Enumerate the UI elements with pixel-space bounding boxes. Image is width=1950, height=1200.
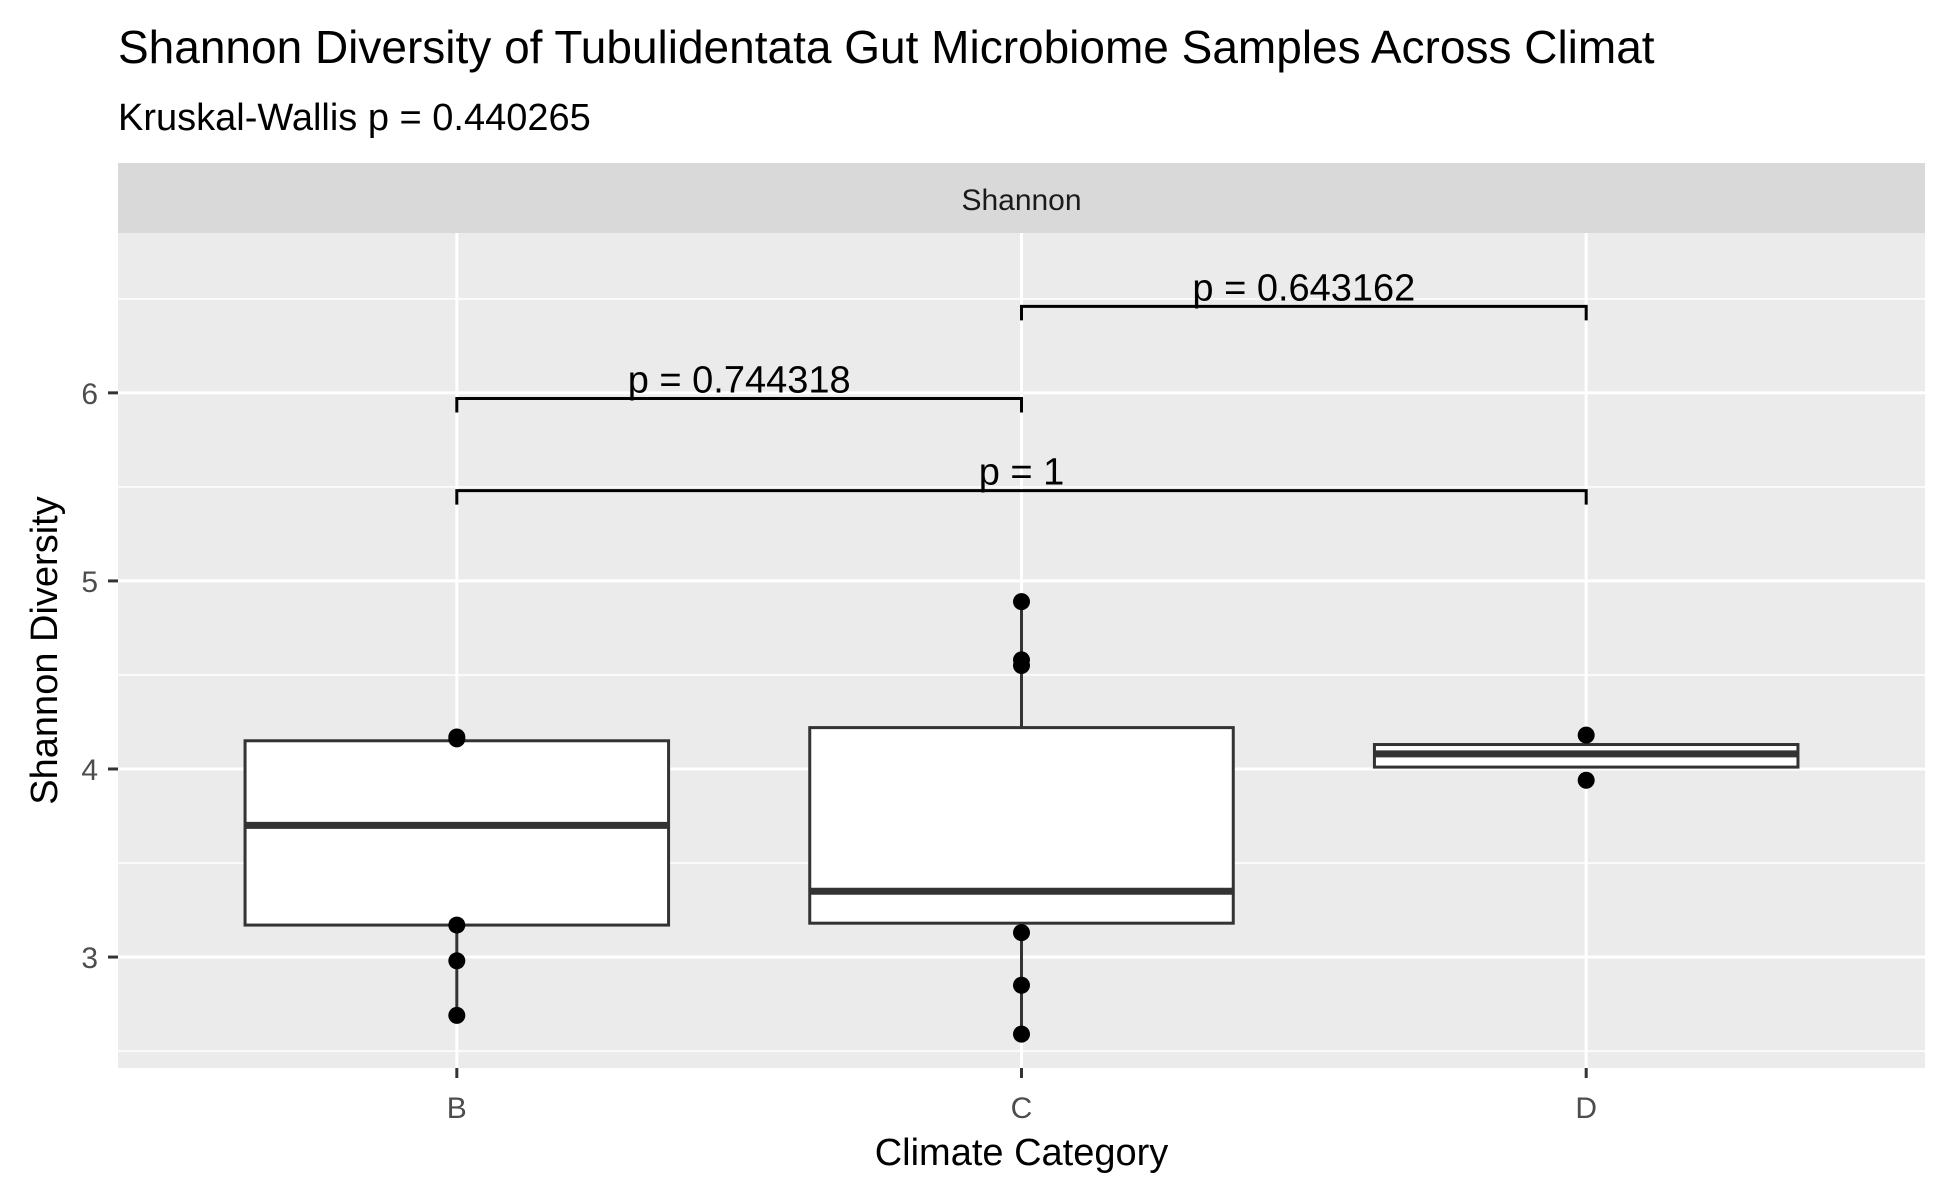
axes: 3 4 5 6 B C D [81,378,1597,1125]
data-point-C [1013,1025,1030,1043]
comparison-bracket [455,489,1588,505]
chart-subtitle: Kruskal-Wallis p = 0.440265 [118,97,591,139]
comparison-bracket [1020,304,1588,321]
y-tick-label: 4 [81,754,98,787]
data-point-D [1577,771,1595,789]
x-axis-title: Climate Category [875,1132,1169,1174]
y-axis-title: Shannon Diversity [24,496,66,804]
data-point-B [448,952,466,970]
facet-strip [118,163,1925,233]
data-point-D [1577,726,1595,744]
x-tick-label: C [1011,1092,1033,1125]
x-tick-label: D [1575,1092,1597,1125]
x-tick-label: B [447,1092,467,1125]
data-point-B [448,730,466,748]
facet-strip-label: Shannon [961,184,1081,217]
comparison-p-value: p = 1 [979,452,1065,494]
data-point-B [448,1006,466,1024]
box-B [243,739,671,927]
y-tick-label: 3 [81,942,98,975]
comparison-p-value: p = 0.643162 [1192,267,1415,309]
data-point-B [448,916,466,934]
points-layer [448,593,1595,1043]
y-tick-label: 6 [81,378,98,411]
comparison-p-value: p = 0.744318 [628,359,851,401]
boxes-layer [243,601,1800,1035]
comparison-brackets: p = 0.643162 p = 0.744318 p = 1 [455,267,1588,505]
data-point-C [1013,657,1030,675]
comparison-bracket [455,396,1023,413]
y-tick-label: 5 [81,566,98,599]
data-point-C [1013,976,1030,994]
data-point-C [1013,924,1030,942]
data-point-C [1013,593,1030,611]
chart-title: Shannon Diversity of Tubulidentata Gut M… [118,21,1655,73]
